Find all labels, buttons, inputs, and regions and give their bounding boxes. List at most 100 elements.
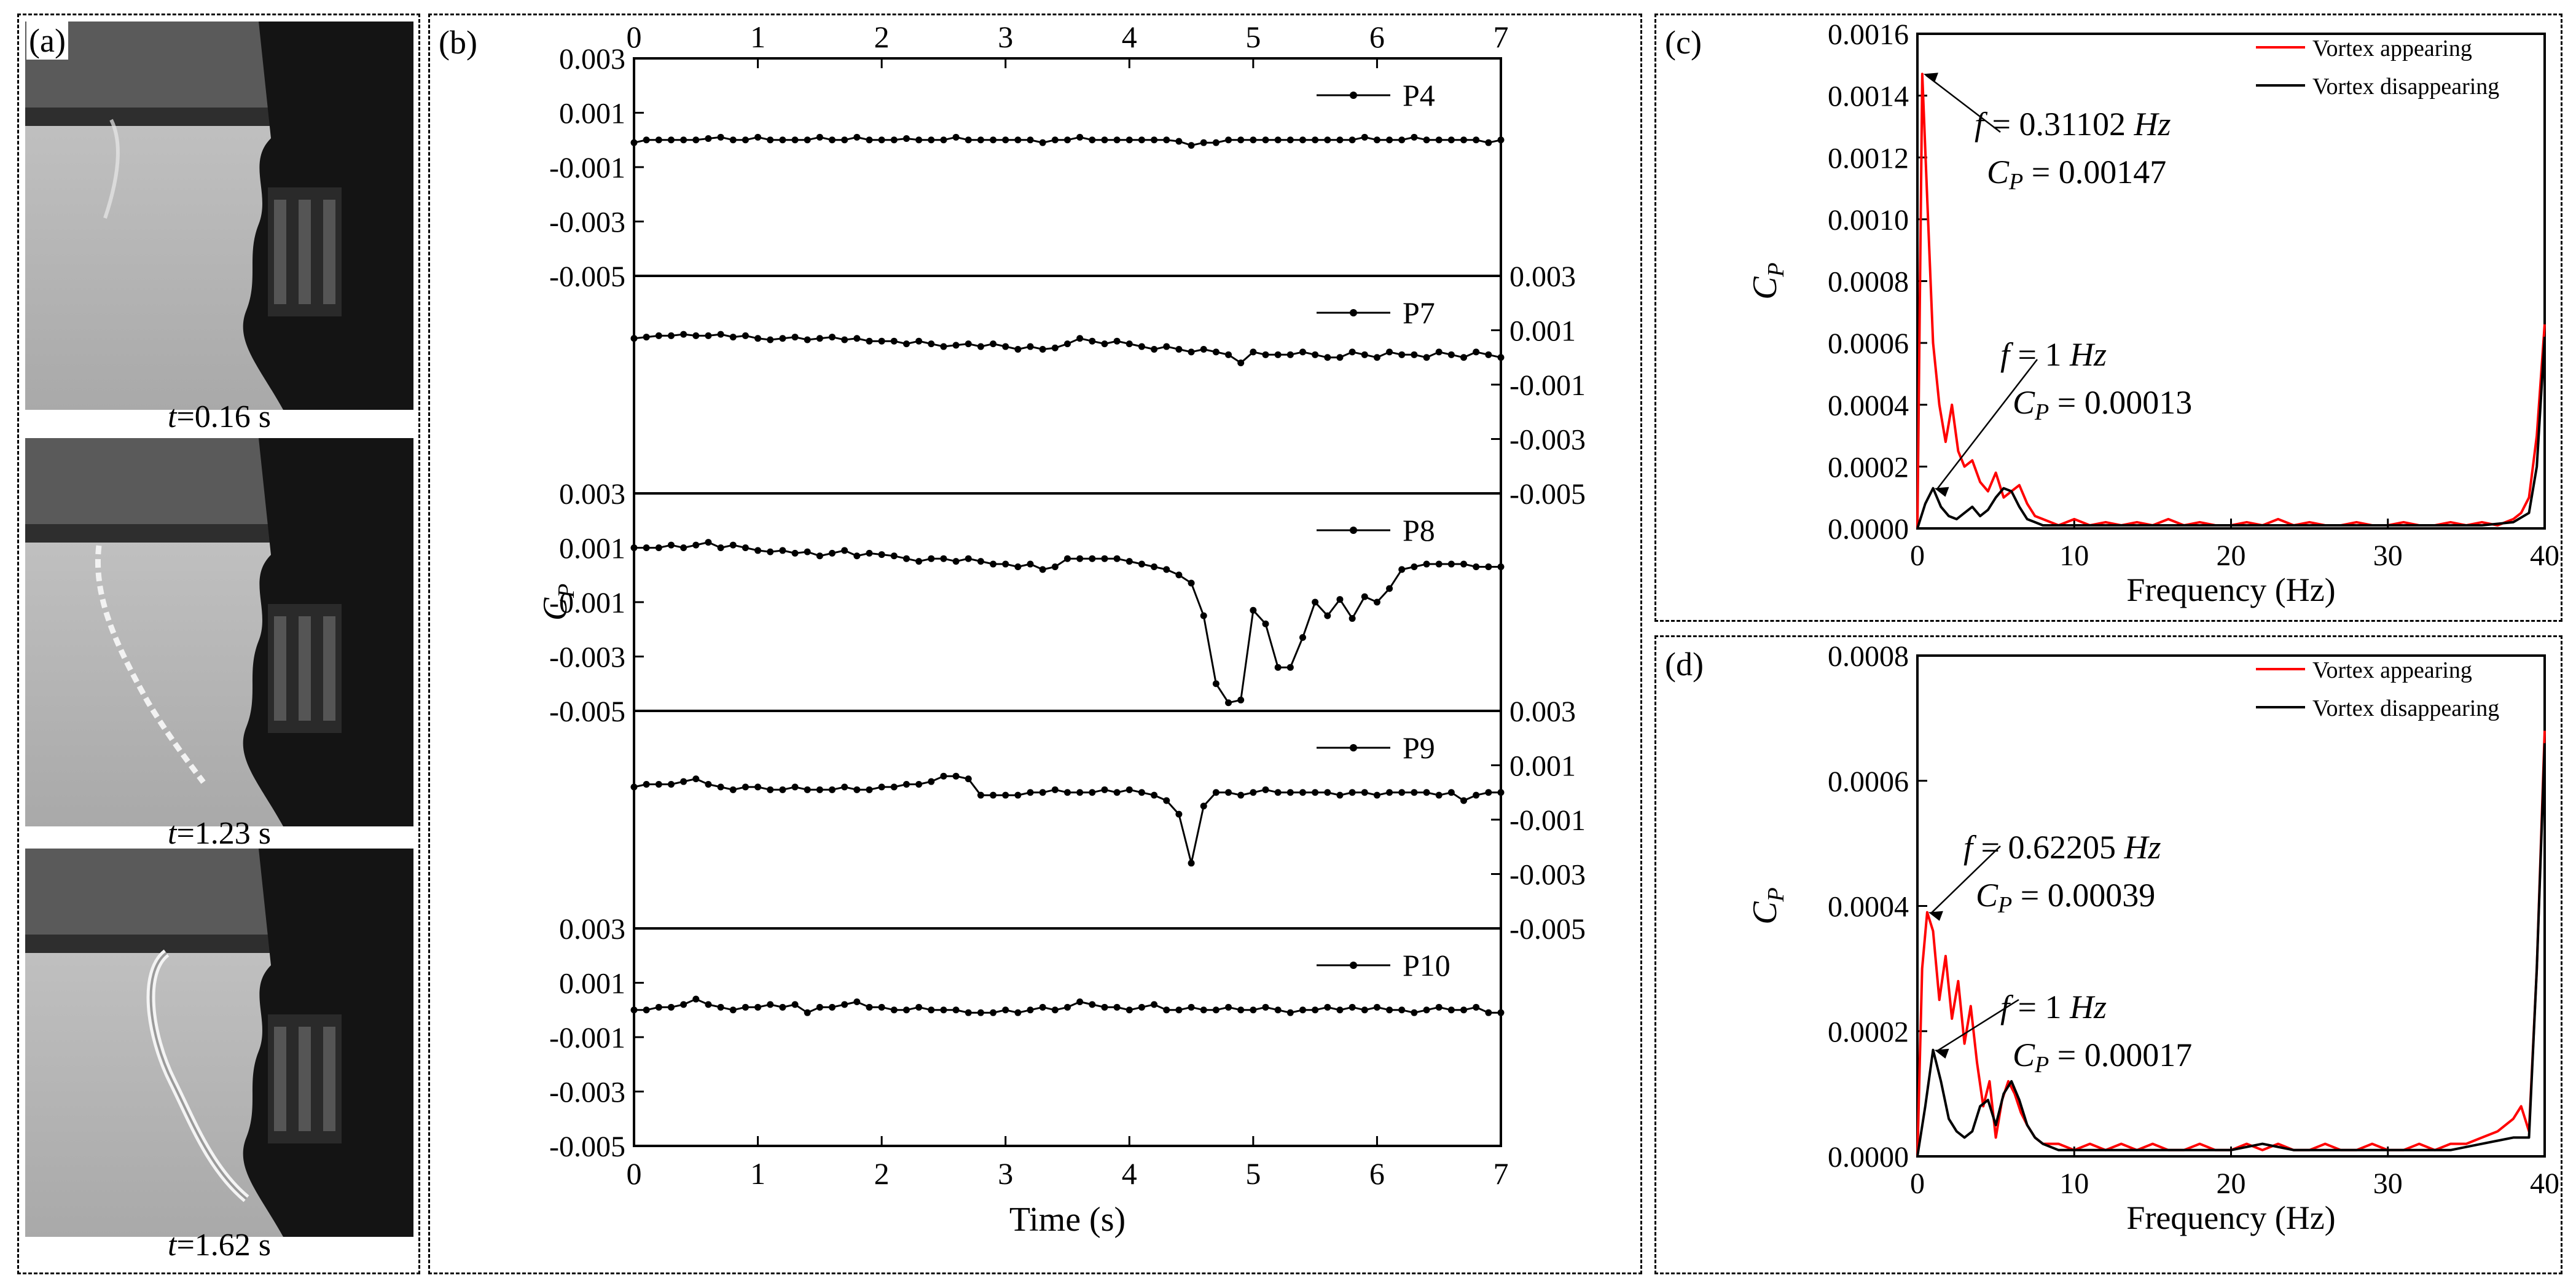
data-point-p9 [1101,786,1108,793]
data-point-p8 [1497,563,1505,570]
data-point-p10 [1175,1006,1183,1014]
data-point-p4 [841,136,848,144]
y-axis-label: CP [1746,887,1789,925]
data-point-p9 [816,786,823,793]
legend-marker-p8 [1350,527,1357,534]
data-point-p10 [1163,1006,1170,1014]
x-axis-label: Time (s) [1009,1201,1126,1239]
annotation-arrowhead-peak2 [1934,487,1949,497]
data-point-p9 [1411,789,1418,796]
data-point-p10 [1138,1003,1145,1011]
data-point-p4 [1237,136,1245,144]
data-point-p10 [1349,1003,1356,1011]
data-point-p9 [1014,791,1022,799]
data-point-p4 [1423,136,1430,144]
data-point-p10 [1237,1006,1245,1014]
data-point-p10 [1373,1003,1380,1011]
annotation-cp-sub: P [2008,169,2023,195]
data-point-p9 [915,780,923,788]
annotation-arrowhead-peak1 [1928,911,1943,921]
legend-marker-p7 [1350,309,1357,316]
legend-label-p7: P7 [1403,296,1435,330]
data-point-p9 [779,786,786,793]
snapshot-caption-2: t=1.23 s [25,818,413,850]
annotation-cp-var: C [2013,1037,2035,1073]
data-point-p10 [767,1001,774,1008]
data-point-p7 [1473,348,1480,356]
data-point-p8 [902,555,910,562]
data-point-p7 [1163,343,1170,350]
data-point-p4 [667,136,675,144]
data-point-p8 [990,560,997,568]
data-point-p10 [705,1001,712,1008]
data-point-p10 [643,1006,650,1014]
data-point-p9 [1225,789,1232,796]
series-line-vortex-disappearing [1916,743,2546,1157]
y-tick-label: 0.0012 [1828,142,1909,174]
data-point-p8 [1237,696,1245,704]
data-point-p7 [1002,343,1009,350]
legend-label-p8: P8 [1403,513,1435,547]
data-point-p4 [965,136,972,144]
data-point-p4 [1014,136,1022,144]
data-point-p8 [1336,596,1344,603]
data-point-p4 [1324,136,1331,144]
x-tick-label-top: 7 [1494,20,1509,54]
y-tick-label: 0.0008 [1828,266,1909,299]
data-point-p10 [1250,1006,1257,1014]
x-tick-label: 30 [2373,1167,2403,1200]
data-point-p9 [1373,791,1380,799]
annotation-cp-peak1: CP = 0.00147 [1987,154,2166,195]
data-point-p9 [1064,789,1071,796]
data-point-p7 [1447,351,1455,358]
x-tick-label-top: 6 [1369,20,1385,54]
data-point-p10 [1002,1006,1009,1014]
data-point-p10 [1386,1006,1393,1014]
data-point-p7 [630,335,638,342]
data-point-p4 [1411,133,1418,141]
data-point-p4 [990,136,997,144]
data-point-p8 [940,555,947,562]
y-tick-label: 0.0010 [1828,204,1909,237]
y-tick-label-left: -0.003 [549,1076,625,1109]
data-point-p4 [1138,136,1145,144]
snapshot-illustration-3 [25,849,413,1237]
data-point-p8 [1002,560,1009,568]
data-point-p7 [1312,351,1319,358]
data-point-p9 [630,783,638,791]
x-tick-label: 0 [1910,539,1925,572]
data-point-p10 [878,1003,885,1011]
data-point-p10 [1200,1006,1207,1014]
data-point-p7 [717,331,724,338]
data-point-p7 [1398,351,1406,358]
data-point-p4 [977,136,984,144]
data-point-p8 [1175,571,1183,579]
annotation-freq-peak2: f = 1 Hz [2000,336,2107,373]
data-point-p8 [1473,563,1480,570]
data-point-p8 [1027,560,1034,568]
data-point-p10 [1435,1003,1443,1011]
data-point-p7 [940,343,947,350]
data-point-p10 [1411,1009,1418,1016]
data-point-p10 [791,1001,799,1008]
annotation-cp-sub: P [2034,1052,2049,1078]
y-axis-label: CP [1746,262,1789,300]
panel-d-label: (d) [1665,646,1704,683]
data-point-p10 [692,995,700,1003]
data-point-p10 [1299,1006,1306,1014]
data-point-p8 [1200,612,1207,619]
data-point-p10 [1473,1003,1480,1011]
data-point-p9 [853,786,861,793]
data-point-p10 [866,1003,873,1011]
data-point-p9 [1336,791,1344,799]
data-point-p7 [1460,354,1468,361]
data-point-p9 [1274,789,1282,796]
panel-c-label: (c) [1665,24,1702,61]
data-point-p8 [853,552,861,560]
data-point-p4 [692,136,700,144]
data-point-p4 [1212,139,1219,146]
data-point-p8 [841,547,848,554]
x-tick-label-top: 4 [1122,20,1137,54]
y-tick-label: 0.0000 [1828,1141,1909,1174]
snapshot-time-value-3: =1.62 s [176,1228,271,1263]
